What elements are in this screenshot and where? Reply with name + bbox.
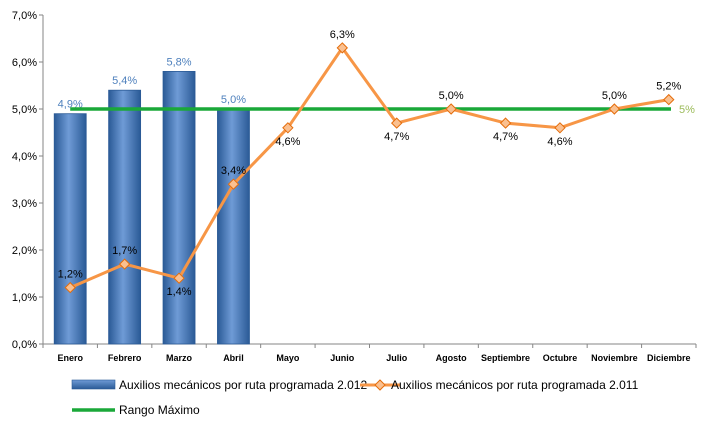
bar-data-label: 5,0%: [221, 94, 246, 106]
x-tick-label: Noviembre: [591, 353, 638, 363]
bar: [53, 113, 87, 345]
line-2011: 1,2% 1,7% 1,4% 3,4% 4,6% 6,3% 4,7% 5,0% 4,7% 4,6%…: [58, 29, 682, 298]
bar-data-label: 5,8%: [167, 56, 192, 68]
line-marker: [391, 117, 403, 129]
x-tick-label: Junio: [330, 353, 355, 363]
line-marker: [554, 122, 566, 134]
y-axis: 0,0% 1,0% 2,0% 3,0% 4,0% 5,0% 6,0% 7,0%: [12, 10, 44, 351]
y-tick-label: 3,0%: [12, 198, 37, 210]
x-tick-label: Febrero: [108, 353, 142, 363]
line-data-label: 1,2%: [58, 269, 83, 281]
legend: Auxilios mecánicos por ruta programada 2…: [71, 378, 639, 417]
bar: [217, 108, 250, 345]
y-tick-label: 7,0%: [12, 10, 37, 22]
y-tick-label: 0,0%: [12, 339, 37, 351]
y-tick-label: 4,0%: [12, 151, 37, 163]
legend-swatch-bar: [71, 379, 116, 390]
line-data-label: 4,6%: [275, 136, 300, 148]
line-marker: [227, 178, 240, 190]
legend-label: Auxilios mecánicos por ruta programada 2…: [391, 378, 639, 392]
reference-line: 5%: [70, 104, 695, 116]
line-data-label: 1,7%: [112, 245, 137, 257]
line-data-label: 4,6%: [547, 136, 572, 148]
line-data-label: 6,3%: [330, 29, 355, 41]
bars-2012: 4,9%5,4%5,8%5,0%: [53, 56, 250, 345]
line-data-label: 3,4%: [221, 165, 246, 177]
line-data-label: 4,7%: [493, 131, 518, 143]
y-tick-label: 1,0%: [12, 292, 37, 304]
line-data-label: 5,0%: [602, 90, 627, 102]
line-marker: [336, 42, 348, 54]
line-data-label: 4,7%: [384, 131, 409, 143]
line-data-label: 1,4%: [167, 286, 192, 298]
bar: [108, 89, 142, 345]
x-tick-label: Diciembre: [647, 353, 691, 363]
y-tick-label: 2,0%: [12, 245, 37, 257]
bar-data-label: 5,4%: [112, 75, 137, 87]
x-tick-label: Agosto: [436, 353, 467, 363]
x-axis: Enero Febrero Marzo Abril Mayo Junio Julio Agos…: [42, 343, 697, 363]
line-marker: [173, 272, 185, 284]
x-tick-label: Mayo: [276, 353, 300, 363]
bar: [162, 71, 196, 345]
x-tick-label: Enero: [57, 353, 83, 363]
legend-label: Auxilios mecánicos por ruta programada 2…: [119, 378, 367, 392]
line-path: [69, 46, 670, 289]
x-tick-label: Abril: [223, 353, 244, 363]
line-marker: [663, 93, 675, 106]
legend-label: Rango Máximo: [119, 403, 200, 417]
x-tick-label: Julio: [386, 353, 408, 363]
x-tick-label: Octubre: [543, 353, 578, 363]
line-marker: [608, 103, 621, 115]
legend-swatch-marker: [374, 379, 386, 391]
line-marker: [445, 103, 457, 115]
y-tick-label: 6,0%: [12, 57, 37, 69]
line-marker: [499, 117, 512, 129]
line-marker: [118, 258, 131, 270]
line-marker: [282, 122, 294, 134]
x-tick-label: Septiembre: [481, 353, 530, 363]
reference-line-label: 5%: [679, 104, 695, 116]
line-data-label: 5,0%: [439, 90, 464, 102]
line-marker: [64, 281, 76, 294]
line-data-label: 5,2%: [656, 81, 681, 93]
y-tick-label: 5,0%: [12, 104, 37, 116]
x-tick-label: Marzo: [166, 353, 193, 363]
